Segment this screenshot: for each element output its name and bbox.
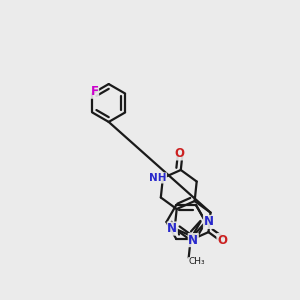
Text: N: N (188, 234, 198, 247)
Text: O: O (175, 147, 185, 160)
Text: F: F (91, 85, 99, 98)
Text: N: N (203, 215, 214, 229)
Text: NH: NH (149, 173, 166, 183)
Text: CH₃: CH₃ (188, 257, 205, 266)
Text: N: N (167, 222, 177, 235)
Text: O: O (217, 234, 227, 247)
